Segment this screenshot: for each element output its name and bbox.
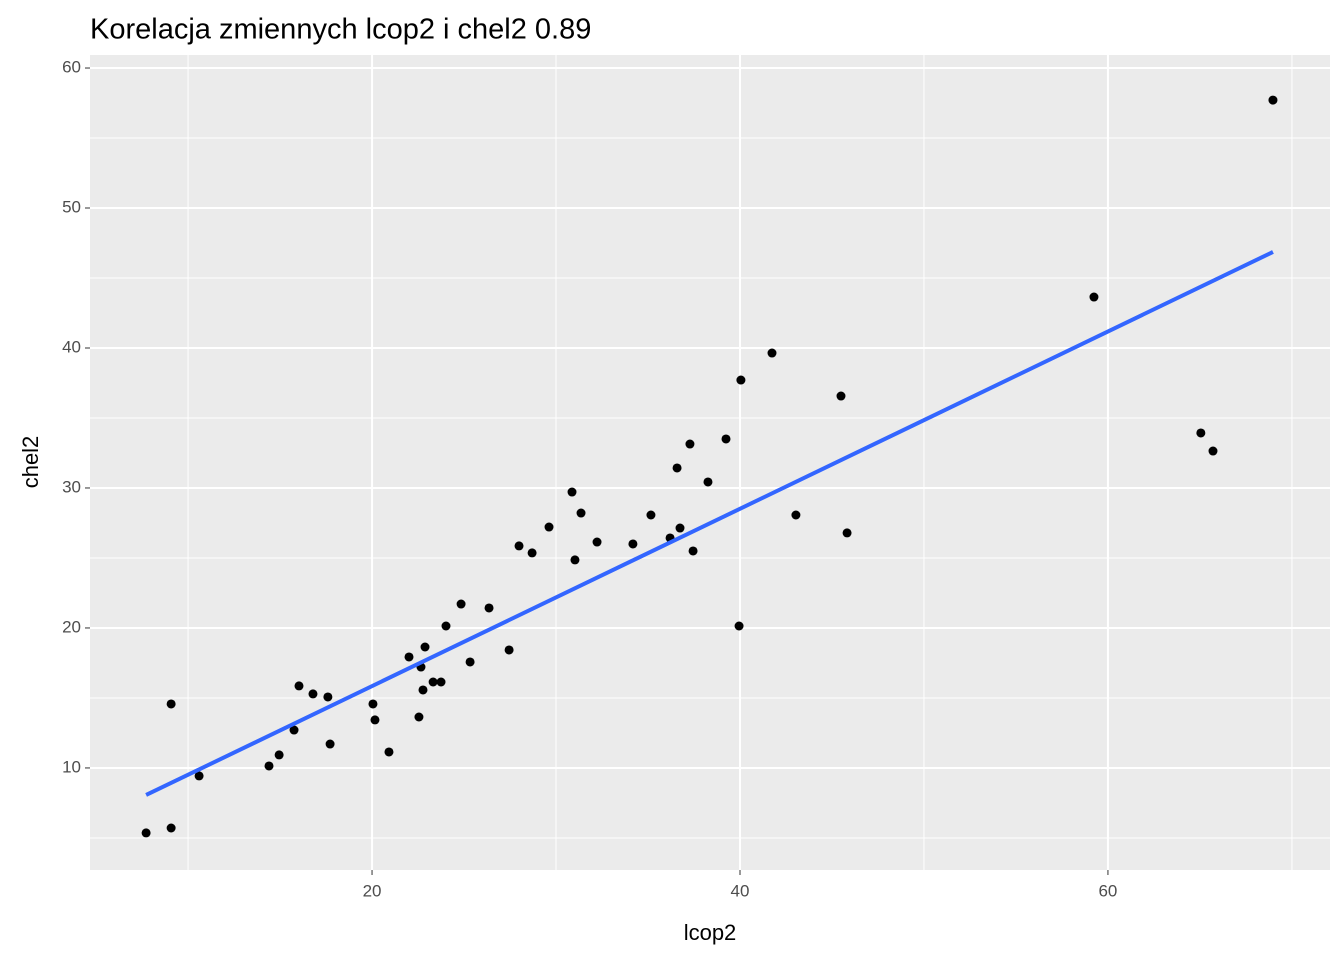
y-tick-label: 50: [62, 197, 81, 216]
trend-line: [145, 250, 1274, 797]
point: [465, 657, 475, 667]
point: [404, 652, 414, 662]
point: [368, 699, 378, 709]
point: [308, 689, 318, 699]
y-tick-label: 30: [62, 477, 81, 496]
point: [420, 642, 430, 652]
point: [1089, 292, 1099, 302]
y-tick-label: 10: [62, 757, 81, 776]
point: [166, 823, 176, 833]
point: [1196, 428, 1206, 438]
y-tick-label: 20: [62, 617, 81, 636]
point: [141, 828, 151, 838]
point: [289, 725, 299, 735]
point: [1268, 95, 1278, 105]
point: [456, 599, 466, 609]
point: [734, 621, 744, 631]
point: [646, 510, 656, 520]
point: [484, 603, 494, 613]
point: [323, 692, 333, 702]
point: [544, 522, 554, 532]
point: [791, 510, 801, 520]
point: [736, 375, 746, 385]
y-tick-label: 60: [62, 58, 81, 77]
point: [767, 348, 777, 358]
panel: [90, 55, 1330, 870]
point: [1208, 446, 1218, 456]
point: [370, 715, 380, 725]
point: [672, 463, 682, 473]
chart-title: Korelacja zmiennych lcop2 i chel2 0.89: [90, 14, 591, 46]
point: [836, 391, 846, 401]
point: [294, 681, 304, 691]
x-axis-label: lcop2: [684, 920, 737, 945]
point: [514, 541, 524, 551]
point: [436, 677, 446, 687]
point: [703, 477, 713, 487]
point: [628, 539, 638, 549]
point: [428, 677, 438, 687]
y-axis-label: chel2: [18, 436, 43, 489]
point: [166, 699, 176, 709]
point: [675, 523, 685, 533]
point: [384, 747, 394, 757]
point: [325, 739, 335, 749]
point: [570, 555, 580, 565]
point: [685, 439, 695, 449]
x-tick-label: 20: [363, 881, 382, 900]
point: [274, 750, 284, 760]
point: [414, 712, 424, 722]
point: [842, 528, 852, 538]
point: [441, 621, 451, 631]
point: [418, 685, 428, 695]
point: [592, 537, 602, 547]
point: [504, 645, 514, 655]
x-tick-label: 40: [731, 881, 750, 900]
point: [576, 508, 586, 518]
y-tick-label: 40: [62, 337, 81, 356]
point: [688, 546, 698, 556]
point: [194, 771, 204, 781]
point: [264, 761, 274, 771]
x-tick-label: 60: [1098, 881, 1117, 900]
point: [527, 548, 537, 558]
point: [721, 434, 731, 444]
point: [567, 487, 577, 497]
